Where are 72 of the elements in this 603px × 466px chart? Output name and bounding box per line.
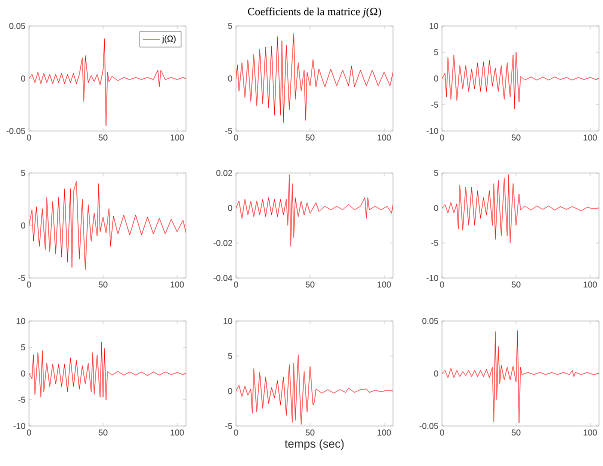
y-tick-label: 5 (21, 344, 26, 350)
x-tick-label: 50 (512, 282, 520, 288)
x-tick-label: 50 (98, 430, 108, 436)
line-series (442, 330, 600, 424)
x-tick-label: 100 (584, 282, 597, 288)
y-tick-label: 0 (434, 76, 438, 82)
y-tick-label: 10 (224, 318, 232, 324)
y-tick-label: 10 (16, 318, 26, 324)
y-tick-label: 0.05 (422, 318, 438, 324)
x-tick-label: 50 (512, 430, 520, 436)
x-tick-label: 100 (378, 430, 391, 436)
x-tick-label: 50 (98, 134, 108, 141)
y-tick-label: 5 (21, 170, 26, 176)
x-tick-label: 0 (440, 282, 444, 288)
chart-title: Coefficients de la matrice j(Ω) (248, 7, 381, 18)
y-tick-label: -0.05 (420, 423, 438, 429)
y-tick-label: -5 (18, 396, 26, 403)
y-tick-label: -5 (225, 128, 232, 134)
y-tick-label: 0 (21, 370, 26, 376)
line-series (29, 181, 186, 270)
x-tick-label: 50 (306, 430, 314, 436)
y-tick-label: 0 (228, 388, 232, 394)
x-tick-label: 100 (378, 282, 391, 288)
y-tick-label: 0 (228, 205, 232, 211)
line-series (29, 342, 186, 400)
y-tick-label: -10 (426, 128, 438, 134)
y-tick-label: 0 (228, 76, 232, 82)
x-tick-label: 50 (306, 134, 314, 141)
line-series (236, 174, 394, 247)
y-tick-label: -5 (431, 102, 438, 108)
y-tick-label: -0.05 (6, 128, 26, 134)
x-tick-label: 100 (584, 430, 597, 436)
y-tick-label: 10 (430, 23, 438, 29)
legend-label: j(Ω) (162, 35, 176, 44)
y-tick-label: -0.04 (214, 275, 232, 281)
x-tick-label: 0 (26, 134, 32, 141)
x-tick-label: 100 (170, 282, 184, 288)
y-tick-label: -0.02 (214, 240, 232, 246)
x-tick-label: 100 (170, 430, 184, 436)
y-tick-label: 0.02 (216, 170, 232, 176)
y-tick-label: 0 (434, 370, 438, 376)
x-tick-label: 100 (170, 134, 184, 141)
line-series (442, 174, 600, 244)
y-tick-label: -10 (426, 275, 438, 281)
line-series (236, 354, 394, 425)
x-tick-label: 0 (26, 430, 32, 436)
x-tick-label: 50 (98, 282, 108, 288)
y-tick-label: -5 (18, 275, 26, 281)
x-tick-label: 0 (26, 282, 32, 288)
y-tick-label: 5 (434, 49, 438, 56)
x-tick-label: 50 (512, 134, 520, 141)
x-tick-label: 100 (378, 134, 391, 141)
y-tick-label: -5 (225, 423, 232, 429)
line-series (236, 33, 394, 123)
x-tick-label: 50 (306, 282, 314, 288)
x-tick-label: 0 (440, 134, 444, 141)
y-tick-label: 0 (434, 205, 438, 211)
y-tick-label: 0.05 (9, 23, 26, 29)
y-tick-label: 0 (21, 76, 26, 82)
x-tick-label: 0 (440, 430, 444, 436)
y-tick-label: 5 (434, 170, 438, 176)
y-tick-label: -5 (431, 240, 438, 246)
x-tick-label: 0 (234, 134, 238, 141)
y-tick-label: 5 (228, 23, 232, 29)
x-tick-label: 0 (234, 430, 238, 436)
line-series (442, 52, 600, 110)
x-tick-label: 100 (584, 134, 597, 141)
x-tick-label: 0 (234, 282, 238, 288)
x-axis-title: temps (sec) (284, 439, 344, 450)
y-tick-label: 0 (21, 222, 26, 228)
y-tick-label: -10 (14, 423, 26, 429)
y-tick-label: 5 (228, 353, 232, 359)
